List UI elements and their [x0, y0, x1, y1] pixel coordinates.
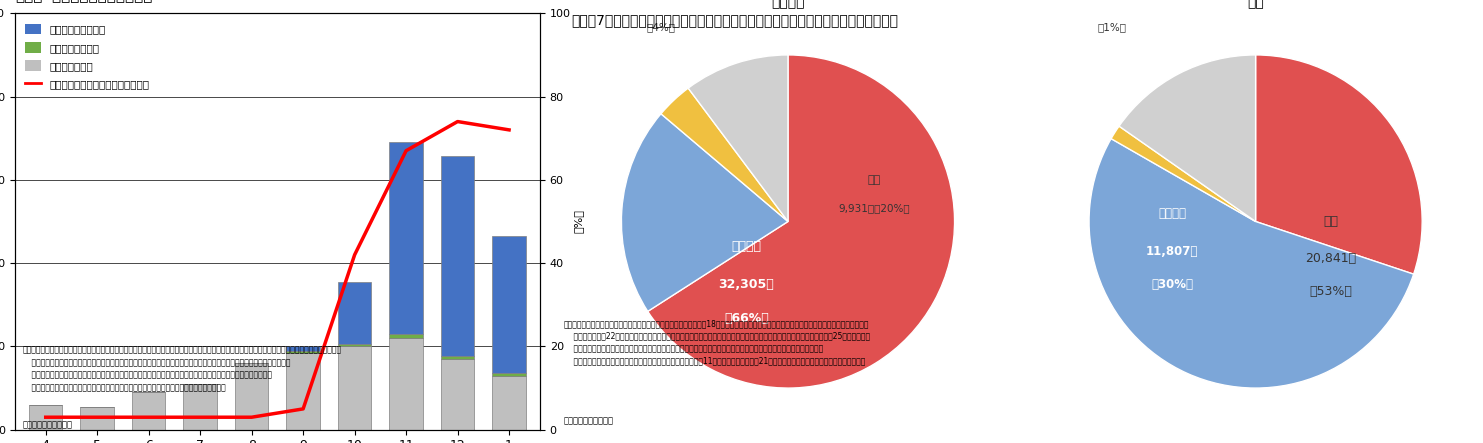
Text: 11,807人: 11,807人: [1146, 245, 1198, 258]
Y-axis label: （%）: （%）: [574, 210, 583, 233]
Wedge shape: [661, 88, 787, 222]
Text: ［図表5］外国人入国者数の推移: ［図表5］外国人入国者数の推移: [15, 0, 153, 2]
Bar: [30, 405, 62, 430]
Legend: レジデンストラック, ビジネストラック, その他入国者数, レジデンストラックの割合（右軸）: レジデンストラック, ビジネストラック, その他入国者数, レジデンストラックの…: [21, 19, 154, 94]
Wedge shape: [648, 55, 955, 388]
Text: （1%）: （1%）: [1097, 22, 1127, 32]
Text: （53%）: （53%）: [1309, 285, 1352, 298]
Text: 留学: 留学: [868, 175, 881, 185]
Text: （資料）出入国管理庁: （資料）出入国管理庁: [564, 416, 614, 425]
Bar: [390, 338, 423, 430]
Wedge shape: [621, 114, 787, 311]
Bar: [338, 282, 371, 344]
Bar: [390, 142, 423, 334]
Text: （注）「国際的な人の往来再開に向けた段階的措置」（令和２年６月18日新型コロナウイルス感染症対策本部）、「国際的な人の往来の再開等」
    （令和２年７月22: （注）「国際的な人の往来再開に向けた段階的措置」（令和２年６月18日新型コロナウ…: [564, 319, 869, 365]
Wedge shape: [1256, 55, 1422, 274]
Wedge shape: [1111, 126, 1256, 222]
Text: 技能実習: 技能実習: [731, 240, 761, 253]
Title: 中国: 中国: [1247, 0, 1264, 9]
Text: 9,931人（20%）: 9,931人（20%）: [839, 203, 911, 213]
Bar: [440, 155, 475, 356]
Text: （4%）: （4%）: [647, 22, 675, 32]
Bar: [132, 392, 166, 430]
Text: （30%）: （30%）: [1151, 278, 1194, 291]
Text: 32,305人: 32,305人: [718, 278, 774, 291]
Bar: [286, 350, 320, 353]
Wedge shape: [1120, 55, 1256, 222]
Bar: [286, 346, 320, 350]
Text: 技能実習: 技能実習: [1158, 207, 1186, 220]
Text: 20,841人: 20,841人: [1305, 252, 1355, 264]
Text: （資料）出入国管理庁: （資料）出入国管理庁: [22, 421, 73, 430]
Bar: [80, 407, 114, 430]
Bar: [234, 363, 268, 430]
Bar: [492, 373, 526, 376]
Title: ベトナム: ベトナム: [771, 0, 805, 9]
Bar: [390, 334, 423, 338]
Text: （注）レジデンストラック・ビジネストラック及び全世界の国・地域からの新規入国を可能にする措置は、それぞれ「国際的な人の往来再開に向けた段階
    的措置」（令: （注）レジデンストラック・ビジネストラック及び全世界の国・地域からの新規入国を可…: [22, 346, 341, 392]
Wedge shape: [1089, 139, 1413, 388]
Bar: [184, 384, 217, 430]
Bar: [338, 346, 371, 430]
Wedge shape: [688, 55, 787, 222]
Bar: [338, 344, 371, 346]
Text: ［図表7］国際的な人の往来再開に向けた段階的措置等による入国者数（在留資格別）: ［図表7］国際的な人の往来再開に向けた段階的措置等による入国者数（在留資格別）: [571, 13, 897, 27]
Bar: [492, 236, 526, 373]
Bar: [440, 356, 475, 359]
Bar: [286, 353, 320, 430]
Text: 留学: 留学: [1323, 215, 1338, 228]
Bar: [440, 359, 475, 430]
Bar: [492, 376, 526, 430]
Text: （66%）: （66%）: [724, 311, 768, 325]
